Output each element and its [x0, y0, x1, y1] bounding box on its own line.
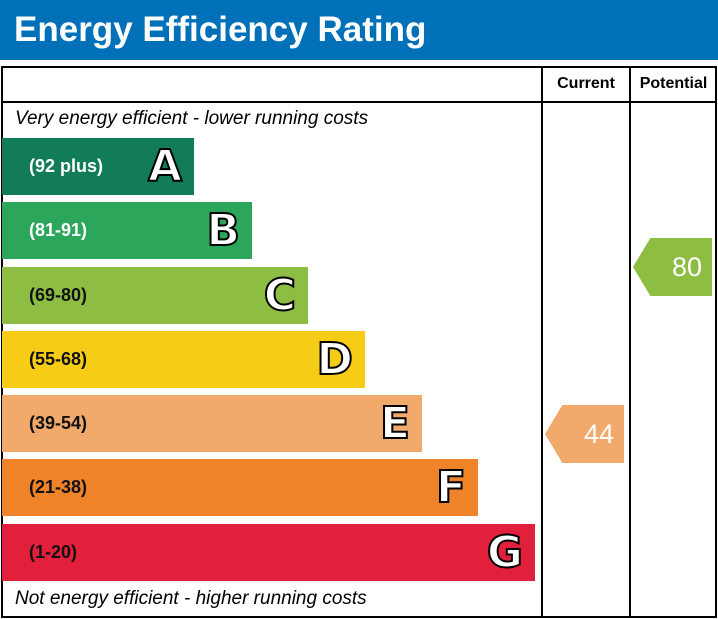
chart-title: Energy Efficiency Rating — [0, 0, 718, 60]
band-letter: A — [147, 140, 183, 193]
band-range: (1-20) — [29, 542, 78, 562]
current-rating-arrow: 44 — [545, 405, 624, 463]
band-letter: C — [263, 269, 297, 322]
band-g: (1-20) G — [2, 524, 535, 581]
divider — [541, 66, 543, 618]
band-a: (92 plus) A — [2, 138, 194, 195]
band-e: (39-54) E — [2, 395, 422, 452]
band-range: (69-80) — [29, 285, 88, 305]
band-d: (55-68) D — [2, 331, 365, 388]
band-range: (55-68) — [29, 349, 88, 369]
bottom-note: Not energy efficient - higher running co… — [15, 588, 367, 609]
band-range: (21-38) — [29, 477, 88, 497]
band-letter: D — [315, 333, 354, 386]
top-note: Very energy efficient - lower running co… — [15, 108, 369, 129]
band-c: (69-80) C — [2, 267, 308, 324]
band-range: (92 plus) — [29, 156, 104, 176]
band-b: (81-91) B — [2, 202, 252, 259]
band-range: (39-54) — [29, 413, 88, 433]
band-letter: F — [435, 461, 467, 514]
potential-header: Potential — [639, 75, 708, 92]
band-letter: E — [379, 397, 411, 450]
band-letter: B — [205, 204, 241, 257]
current-header: Current — [557, 75, 615, 92]
divider — [629, 66, 631, 618]
divider — [1, 101, 717, 103]
band-f: (21-38) F — [2, 459, 478, 516]
band-range: (81-91) — [29, 220, 88, 240]
band-letter: G — [486, 526, 524, 579]
potential-rating-arrow: 80 — [633, 238, 712, 296]
